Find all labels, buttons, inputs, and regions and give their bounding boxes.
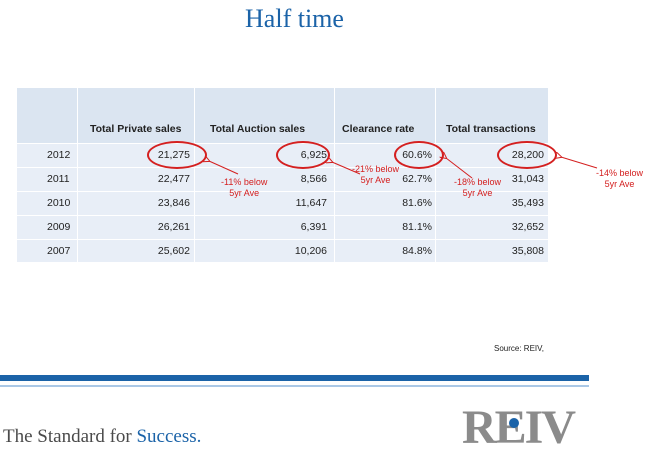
header-private-sales: Total Private sales [90, 123, 182, 135]
table-cell-clearance: 81.6% [402, 197, 432, 209]
header-clearance-rate: Clearance rate [342, 123, 415, 135]
table-cell-transactions: 35,808 [511, 245, 544, 257]
tagline: The Standard for Success. [3, 426, 201, 448]
table-cell-year: 2010 [47, 197, 71, 209]
column-divider [77, 88, 78, 262]
table-cell-clearance: 62.7% [402, 173, 432, 185]
header-auction-sales: Total Auction sales [210, 123, 306, 135]
row-divider [17, 167, 548, 168]
table-cell-private: 25,602 [157, 245, 190, 257]
annotation-auction-text: -21% below 5yr Ave [352, 164, 400, 185]
table-cell-private: 26,261 [157, 221, 190, 233]
table-cell-private: 22,477 [157, 173, 190, 185]
annotation-clearance: -18% below 5yr Ave [454, 177, 501, 199]
row-divider [17, 215, 548, 216]
table-cell-transactions: 35,493 [511, 197, 544, 209]
highlight-circle-auction [276, 141, 330, 169]
row-divider [17, 143, 548, 144]
table-cell-private: 23,846 [157, 197, 190, 209]
table-cell-year: 2012 [47, 149, 71, 161]
column-divider [194, 88, 195, 262]
annotation-transactions: -14% below 5yr Ave [596, 168, 643, 190]
annotation-private-text: -11% below 5yr Ave [221, 177, 268, 198]
row-divider [17, 239, 548, 240]
table-header-row [17, 88, 548, 143]
table-cell-auction: 8,566 [300, 173, 327, 185]
column-divider [435, 88, 436, 262]
footer-divider-thin [0, 385, 589, 387]
table-cell-auction: 11,647 [295, 197, 327, 209]
table-cell-transactions: 31,043 [511, 173, 544, 185]
table-cell-transactions: 32,652 [511, 221, 544, 233]
table-cell-auction: 6,391 [300, 221, 327, 233]
annotation-transactions-text: -14% below 5yr Ave [596, 168, 644, 189]
table-cell-year: 2009 [47, 221, 71, 233]
logo-dot-icon [509, 418, 519, 428]
tagline-prefix: The Standard for [3, 426, 137, 447]
highlight-circle-private [147, 141, 207, 169]
header-total-transactions: Total transactions [446, 123, 536, 135]
table-cell-year: 2007 [47, 245, 71, 257]
slide-title: Half time [245, 4, 344, 33]
footer-divider [0, 375, 589, 381]
arrow-auction [332, 162, 361, 175]
annotation-auction: -21% below 5yr Ave [352, 164, 399, 186]
arrow-transactions [561, 157, 598, 169]
table-cell-clearance: 81.1% [402, 221, 432, 233]
arrow-private [209, 161, 239, 175]
column-divider [334, 88, 335, 262]
source-note: Source: REIV, [494, 344, 544, 353]
tagline-emphasis: Success. [136, 426, 202, 447]
annotation-clearance-text: -18% below 5yr Ave [454, 177, 502, 198]
table-cell-auction: 10,206 [294, 245, 327, 257]
row-divider [17, 191, 548, 192]
reiv-logo: REIV [462, 401, 576, 454]
annotation-private: -11% below 5yr Ave [221, 177, 267, 199]
table-cell-clearance: 84.8% [402, 245, 432, 257]
arrow-clearance [446, 158, 473, 179]
table-cell-year: 2011 [47, 173, 70, 185]
